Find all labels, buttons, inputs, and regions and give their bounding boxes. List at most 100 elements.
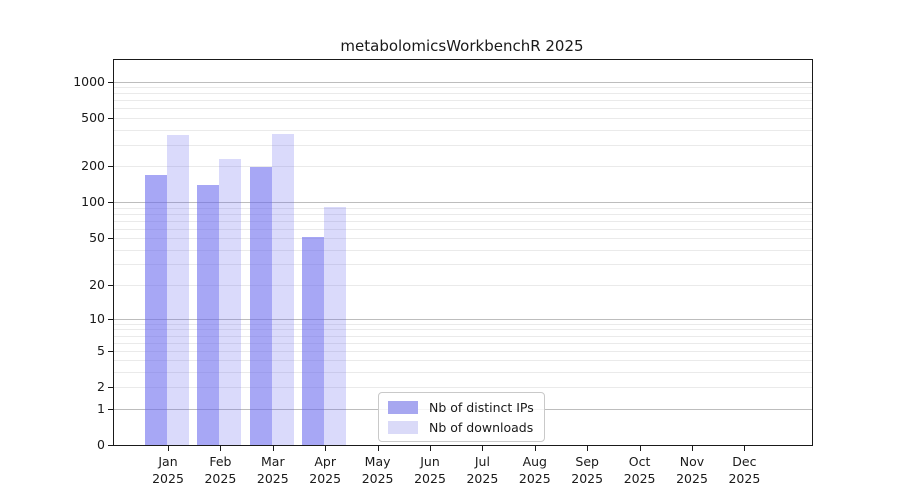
gridline-minor: [114, 284, 812, 286]
gridline-minor: [114, 87, 812, 89]
x-tick-year: 2025: [518, 471, 551, 486]
legend-label-downloads: Nb of downloads: [429, 419, 534, 435]
x-tick-label: Apr 2025: [293, 453, 357, 487]
gridline-minor: [114, 238, 812, 240]
gridline-minor: [114, 335, 812, 337]
gridline-minor: [114, 129, 812, 131]
x-tick-month: Feb: [209, 454, 232, 469]
gridline-minor: [114, 323, 812, 325]
y-tick-label: 5: [97, 342, 105, 358]
x-tick-year: 2025: [361, 471, 394, 486]
x-tick-label: Sep 2025: [555, 453, 619, 487]
x-tick-year: 2025: [571, 471, 604, 486]
y-tick-mark: [108, 118, 114, 119]
gridline-minor: [114, 372, 812, 374]
y-tick-label: 1: [97, 400, 105, 416]
gridline-minor: [114, 387, 812, 389]
x-tick-year: 2025: [204, 471, 237, 486]
x-tick-month: May: [364, 454, 391, 469]
x-tick-mark: [168, 445, 169, 451]
x-tick-mark: [377, 445, 379, 451]
y-tick-mark: [108, 202, 114, 204]
x-tick-month: Jul: [474, 454, 490, 469]
x-tick-year: 2025: [152, 471, 184, 486]
gridline-minor: [114, 166, 812, 167]
x-tick-label: Mar 2025: [241, 453, 305, 487]
bar-downloads: [219, 158, 242, 445]
y-tick-mark: [108, 318, 114, 320]
x-tick-label: Jul 2025: [450, 453, 514, 487]
y-tick-mark: [108, 81, 114, 83]
x-tick-month: Dec: [732, 454, 757, 469]
legend-item-distinct-ips: Nb of distinct IPs: [388, 398, 534, 416]
gridline-minor: [114, 144, 812, 146]
y-tick-label: 10: [89, 310, 105, 326]
gridline-minor: [114, 220, 812, 222]
x-tick-month: Nov: [679, 454, 705, 469]
legend: Nb of distinct IPs Nb of downloads: [378, 392, 545, 442]
x-tick-year: 2025: [414, 471, 446, 486]
gridline-minor: [114, 360, 812, 362]
bar-distinct-ips: [197, 184, 220, 445]
x-tick-year: 2025: [623, 471, 656, 486]
y-tick-mark: [108, 445, 114, 446]
x-tick-year: 2025: [466, 471, 499, 486]
x-tick-label: Oct 2025: [608, 453, 672, 487]
x-tick-month: Mar: [261, 454, 285, 469]
x-tick-mark: [587, 445, 589, 451]
x-tick-mark: [482, 445, 484, 451]
y-tick-mark: [108, 238, 114, 240]
y-tick-label: 100: [81, 194, 105, 210]
x-tick-mark: [692, 445, 693, 451]
bar-distinct-ips: [302, 237, 325, 445]
y-tick-mark: [108, 387, 114, 389]
x-tick-month: Jan: [158, 454, 178, 469]
gridline-minor: [114, 350, 812, 352]
x-tick-year: 2025: [676, 471, 708, 486]
bar-downloads: [324, 206, 347, 445]
y-tick-label: 1000: [73, 73, 105, 89]
gridline-minor: [114, 228, 812, 230]
y-tick-label: 2: [97, 379, 105, 395]
gridline-minor: [114, 249, 812, 251]
x-tick-month: Apr: [314, 454, 336, 469]
gridline-major: [114, 81, 812, 83]
plot-area: 0 1 2 5 10 20 50 100 200 500 1000 Jan 2025 Feb 2025 Mar…: [73, 59, 813, 486]
gridline-minor: [114, 213, 812, 215]
y-tick-label: 200: [81, 158, 105, 173]
gridline-minor: [114, 342, 812, 344]
x-tick-mark: [220, 445, 222, 451]
x-tick-mark: [272, 445, 274, 451]
x-tick-year: 2025: [309, 471, 342, 486]
gridline-minor: [114, 329, 812, 331]
gridline-major: [114, 318, 812, 320]
legend-item-downloads: Nb of downloads: [388, 418, 534, 436]
bar-downloads: [167, 135, 189, 445]
legend-swatch-downloads: [388, 420, 418, 434]
chart-title: metabolomicsWorkbenchR 2025: [340, 37, 584, 55]
y-tick-label: 500: [81, 110, 105, 125]
x-tick-year: 2025: [728, 471, 761, 486]
x-tick-month: Oct: [628, 454, 651, 469]
bar-distinct-ips: [145, 174, 167, 445]
gridline-minor: [114, 108, 812, 110]
legend-swatch-distinct-ips: [388, 400, 418, 414]
x-tick-month: Jun: [420, 454, 440, 469]
y-tick-mark: [108, 350, 114, 352]
x-tick-mark: [534, 445, 536, 451]
gridline-minor: [114, 207, 812, 209]
x-tick-month: Aug: [522, 454, 547, 469]
y-tick-label: 50: [89, 230, 105, 246]
x-tick-label: Aug 2025: [503, 453, 567, 487]
x-tick-label: May 2025: [346, 453, 410, 487]
x-tick-label: Jan 2025: [136, 453, 200, 487]
x-tick-mark: [325, 445, 327, 451]
x-tick-label: Nov 2025: [660, 453, 724, 487]
bar-distinct-ips: [249, 167, 272, 445]
x-tick-mark: [639, 445, 641, 451]
y-tick-label: 20: [89, 276, 105, 292]
x-tick-label: Dec 2025: [712, 453, 776, 487]
x-tick-mark: [744, 445, 746, 451]
x-tick-year: 2025: [256, 471, 289, 486]
